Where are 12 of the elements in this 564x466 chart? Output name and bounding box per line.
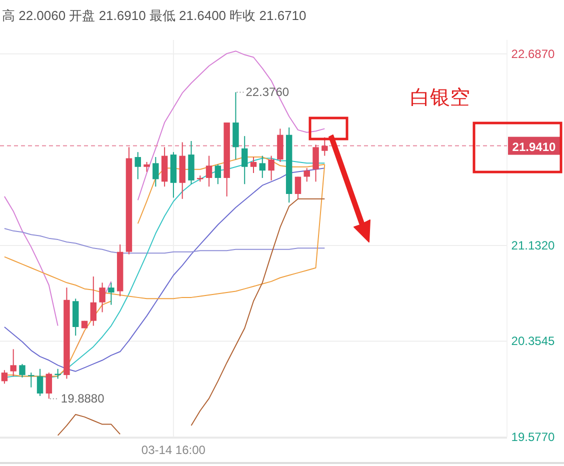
line-series (4, 228, 326, 254)
annotation: 白银空 (410, 87, 470, 109)
y-tick-label: 20.3545 (511, 334, 556, 348)
line-series (57, 414, 121, 436)
y-tick-label: 19.5770 (511, 430, 556, 444)
x-tick-label: 03-14 16:00 (141, 443, 206, 457)
chart-title: 高 22.0060 开盘 21.6910 最低 21.6400 昨收 21.6710 (2, 8, 306, 23)
line-series (190, 198, 326, 426)
annotation: 19.8880 (60, 392, 105, 406)
y-tick-label: 22.6870 (511, 46, 556, 61)
y-tick-label: 21.1320 (511, 238, 556, 252)
ref-line-label: 21.9410 (512, 140, 556, 154)
